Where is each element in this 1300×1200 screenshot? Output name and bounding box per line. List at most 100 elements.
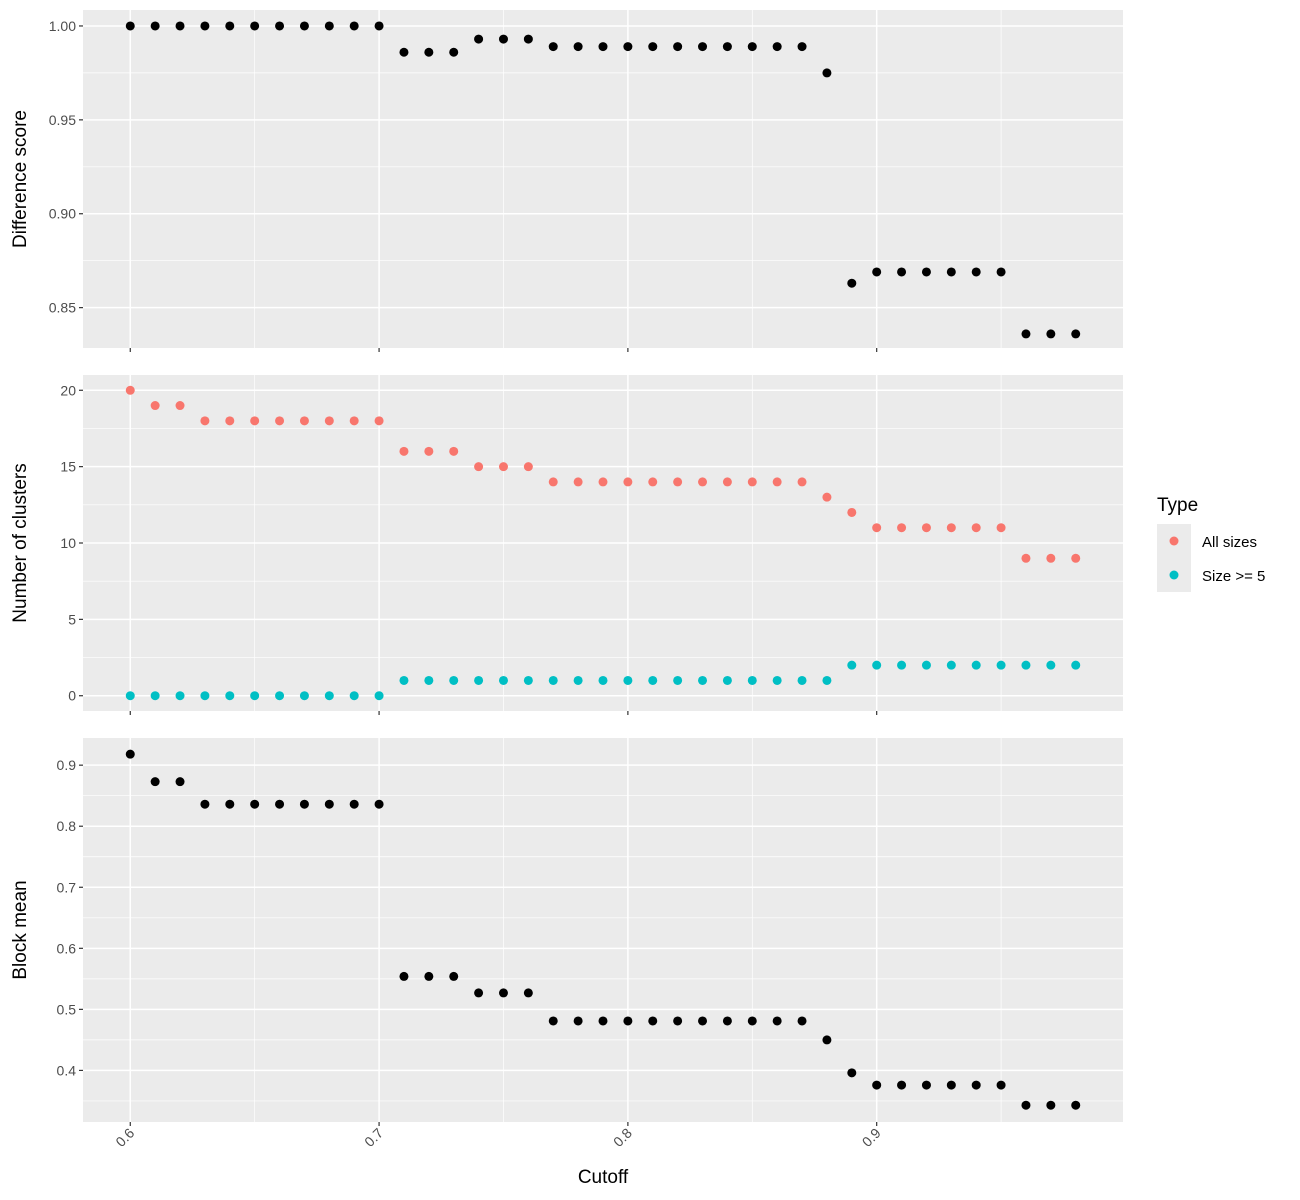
data-point	[548, 1016, 558, 1026]
data-point	[324, 416, 334, 426]
data-point	[921, 523, 931, 533]
data-point	[299, 799, 309, 809]
data-point	[747, 675, 757, 685]
data-point	[250, 21, 260, 31]
data-point	[1046, 329, 1056, 339]
data-point	[150, 691, 160, 701]
data-point	[250, 691, 260, 701]
data-point	[349, 416, 359, 426]
data-point	[125, 21, 135, 31]
x-tick-label: 0.9	[859, 1125, 884, 1150]
data-point	[598, 477, 608, 487]
data-point	[250, 799, 260, 809]
data-point	[698, 675, 708, 685]
data-point	[946, 523, 956, 533]
data-point	[324, 799, 334, 809]
data-point	[374, 21, 384, 31]
legend-label: All sizes	[1202, 534, 1257, 551]
data-point	[648, 1016, 658, 1026]
legend-swatch	[1169, 536, 1179, 546]
panel-3: 0.4 0.5 0.6 0.7 0.8 0.9 Block mean	[10, 738, 1123, 1126]
y-tick-label: 0.5	[57, 1001, 77, 1017]
data-point	[598, 675, 608, 685]
data-point	[722, 1016, 732, 1026]
data-point	[573, 477, 583, 487]
data-point	[449, 971, 459, 981]
data-point	[548, 477, 558, 487]
data-point	[1046, 660, 1056, 670]
data-point	[971, 267, 981, 277]
data-point	[250, 416, 260, 426]
panel-1: 0.85 0.90 0.95 1.00 Difference score	[10, 10, 1123, 352]
data-point	[1021, 329, 1031, 339]
data-point	[424, 675, 434, 685]
data-point	[996, 1080, 1006, 1090]
data-point	[424, 971, 434, 981]
y-axis-title: Difference score	[10, 110, 31, 248]
data-point	[200, 691, 210, 701]
y-tick-label: 20	[60, 382, 76, 398]
data-point	[573, 42, 583, 52]
data-point	[349, 691, 359, 701]
y-tick-label: 1.00	[49, 18, 76, 34]
data-point	[498, 34, 508, 44]
data-point	[449, 675, 459, 685]
data-point	[797, 675, 807, 685]
data-point	[872, 1080, 882, 1090]
data-point	[200, 416, 210, 426]
data-point	[399, 971, 409, 981]
data-point	[946, 660, 956, 670]
data-point	[474, 34, 484, 44]
data-point	[474, 462, 484, 472]
data-point	[797, 1016, 807, 1026]
data-point	[548, 675, 558, 685]
data-point	[275, 691, 285, 701]
y-tick-label: 0.9	[57, 757, 77, 773]
data-point	[872, 267, 882, 277]
panel-2: 0 5 10 15 20 Number of clusters	[10, 375, 1123, 715]
data-point	[225, 799, 235, 809]
data-point	[822, 675, 832, 685]
y-tick-label: 0.95	[49, 112, 76, 128]
y-tick-label: 15	[60, 459, 76, 475]
data-point	[1071, 329, 1081, 339]
data-point	[150, 401, 160, 411]
data-point	[897, 267, 907, 277]
y-tick-label: 10	[60, 535, 76, 551]
data-point	[449, 47, 459, 57]
data-point	[946, 1080, 956, 1090]
data-point	[822, 1035, 832, 1045]
data-point	[523, 462, 533, 472]
y-tick-label: 0	[68, 688, 76, 704]
legend-swatch	[1169, 570, 1179, 580]
data-point	[275, 799, 285, 809]
data-point	[474, 988, 484, 998]
x-tick-label: 0.6	[112, 1125, 137, 1150]
data-point	[847, 660, 857, 670]
data-point	[474, 675, 484, 685]
data-point	[872, 660, 882, 670]
data-point	[971, 1080, 981, 1090]
data-point	[698, 42, 708, 52]
data-point	[673, 477, 683, 487]
data-point	[349, 799, 359, 809]
data-point	[424, 47, 434, 57]
data-point	[200, 799, 210, 809]
data-point	[125, 691, 135, 701]
data-point	[897, 1080, 907, 1090]
y-axis-title: Block mean	[10, 880, 31, 979]
data-point	[722, 42, 732, 52]
data-point	[673, 675, 683, 685]
y-tick-label: 0.8	[57, 818, 77, 834]
data-point	[175, 21, 185, 31]
data-point	[324, 691, 334, 701]
data-point	[598, 42, 608, 52]
data-point	[449, 446, 459, 456]
data-point	[125, 385, 135, 395]
data-point	[125, 749, 135, 759]
data-point	[299, 691, 309, 701]
y-axis-title: Number of clusters	[10, 463, 31, 622]
data-point	[772, 675, 782, 685]
data-point	[1021, 660, 1031, 670]
